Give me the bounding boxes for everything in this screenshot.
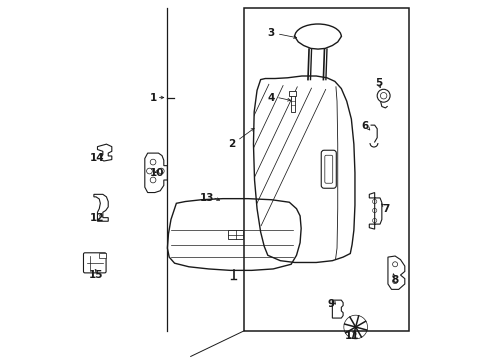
Text: 4: 4 [267, 93, 275, 103]
Text: 8: 8 [391, 275, 398, 285]
Text: 14: 14 [90, 153, 104, 163]
Text: 5: 5 [375, 78, 382, 88]
Text: 9: 9 [326, 299, 333, 309]
Text: 1: 1 [149, 93, 156, 103]
Bar [99, 253, 105, 258]
Bar [289, 91, 296, 96]
FancyBboxPatch shape [321, 150, 336, 188]
Text: 3: 3 [267, 28, 274, 38]
Text: 15: 15 [88, 270, 102, 280]
Bar [228, 230, 242, 239]
FancyBboxPatch shape [83, 253, 106, 273]
Text: 6: 6 [360, 121, 367, 131]
Text: 7: 7 [382, 204, 389, 214]
Text: 13: 13 [199, 193, 214, 203]
Bar [244, 8, 408, 330]
FancyBboxPatch shape [324, 155, 332, 183]
Text: 12: 12 [90, 213, 104, 222]
Text: 10: 10 [149, 168, 163, 178]
Bar [290, 94, 294, 112]
Text: 2: 2 [228, 139, 235, 149]
Text: 11: 11 [344, 331, 359, 341]
